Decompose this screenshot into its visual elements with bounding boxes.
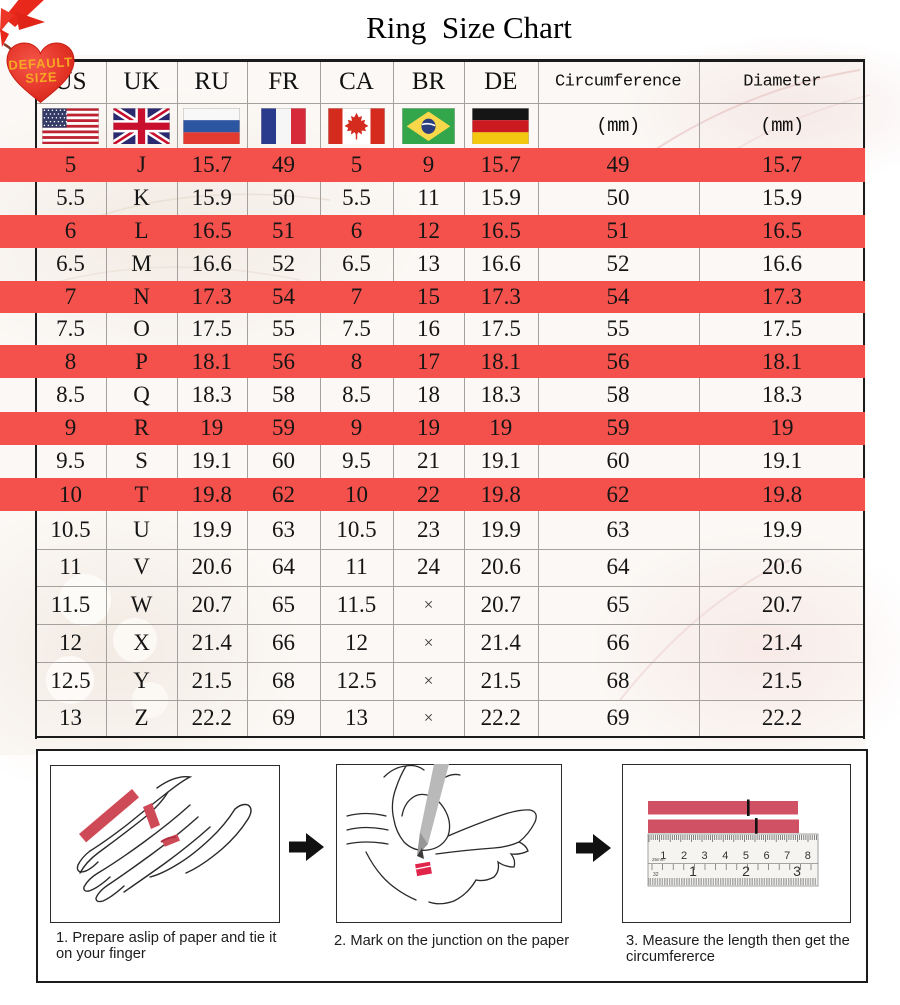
svg-text:4: 4 bbox=[722, 850, 728, 862]
svg-text:DEFAULT: DEFAULT bbox=[8, 54, 73, 72]
svg-text:3: 3 bbox=[702, 850, 708, 862]
svg-text:25mm: 25mm bbox=[652, 857, 665, 862]
svg-text:6: 6 bbox=[763, 850, 769, 862]
svg-text:2: 2 bbox=[681, 850, 687, 862]
svg-text:32: 32 bbox=[653, 872, 659, 878]
svg-text:1: 1 bbox=[689, 863, 697, 879]
svg-text:1: 1 bbox=[660, 850, 666, 862]
svg-text:2: 2 bbox=[742, 863, 750, 879]
svg-text:3: 3 bbox=[793, 863, 801, 879]
svg-text:8: 8 bbox=[805, 850, 811, 862]
svg-text:SIZE: SIZE bbox=[25, 69, 58, 86]
svg-text:5: 5 bbox=[743, 850, 749, 862]
svg-text:7: 7 bbox=[784, 850, 790, 862]
